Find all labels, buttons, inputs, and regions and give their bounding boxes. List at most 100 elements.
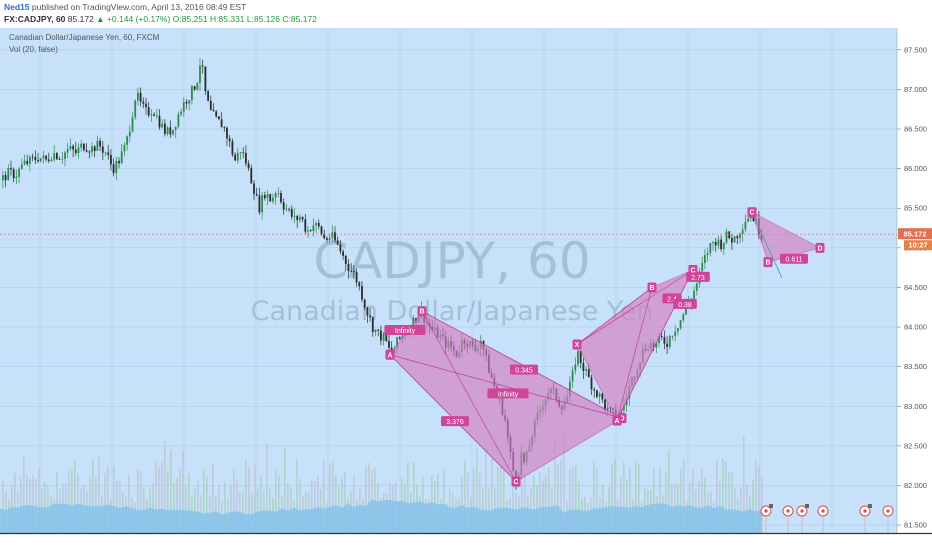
volume-bar [311,480,313,533]
volume-bar [698,481,700,533]
watermark-symbol: CADJPY, 60 [313,232,590,290]
volume-bar [116,480,118,533]
volume-bar [758,465,760,533]
candle-body [598,393,601,397]
candle-body [161,123,164,128]
volume-bar [98,455,100,533]
candle-body [731,237,733,243]
volume-bar [344,471,346,533]
candle-body [112,164,115,174]
candle-body [717,239,720,246]
candle-body [164,123,166,134]
volume-bar [467,473,469,533]
candle-body [347,263,350,272]
candle-body [382,333,385,341]
volume-bar [176,478,178,533]
volume-bar [230,485,232,533]
point-label: D [817,245,822,252]
candle-body [61,158,64,160]
change-value: +0.144 (+0.17%) [106,14,171,24]
candle-body [215,111,218,117]
candle-body [234,154,236,161]
volume-bar [443,469,445,533]
volume-bar [593,462,595,533]
volume-bar [722,458,724,533]
candle-body [255,194,258,196]
candle-body [261,195,263,213]
ratio-label: 3.376 [446,419,464,426]
watermark-name: Canadian Dollar/Japanese Yen [251,296,654,327]
candle-body [207,91,209,101]
volume-bar [56,472,58,533]
ratio-label: 2.73 [691,275,705,282]
high-value: H:85.331 [210,14,245,24]
volume-bar [236,478,238,533]
candle-body [720,239,722,250]
volume-bar [173,483,175,533]
price-chart[interactable]: CADJPY, 60 Canadian Dollar/Japanese Yen … [0,28,932,550]
candle-body [728,231,731,238]
candle-body [191,86,193,101]
point-label-bg [385,349,395,360]
candle-body [579,350,582,363]
candle-body [15,176,18,179]
candle-body [585,369,587,371]
candle-body [236,153,239,161]
harmonic-patterns[interactable]: Infinity 3.376 0.345 Infinity A B C D 2.40.38 2.7… [384,207,825,487]
candle-body [722,242,725,250]
candle-body [29,156,31,164]
price-tick-label: 85.500 [904,204,927,213]
current-price-label: 85.172 [904,230,927,239]
point-label-bg [688,265,698,276]
candle-body [166,127,169,134]
volume-bar [275,469,277,533]
last-price: 85.172 [67,14,94,24]
candle-body [34,156,37,161]
point-label: X [575,342,580,349]
volume-bar [545,474,547,533]
candle-body [188,100,191,104]
price-tick-label: 84.500 [904,283,927,292]
volume-bar [203,469,205,533]
candle-body [88,151,91,153]
candle-body [247,163,250,169]
point-label: A [387,352,392,359]
volume-bar [185,486,187,533]
ratio-label: 0.611 [786,257,803,264]
volume-bar [635,461,637,533]
volume-bar [167,471,169,533]
candle-body [366,307,369,316]
candle-body [31,156,34,158]
candle-body [212,109,215,112]
candle-body [396,337,398,349]
candle-body [677,328,679,332]
candle-body [293,216,296,217]
event-markers[interactable] [760,504,894,533]
candle-body [134,100,137,118]
candle-body [83,143,85,151]
candle-body [47,159,50,161]
publisher-line: Ned15 published on TradingView.com, Apri… [4,2,246,12]
volume-bar [521,481,523,533]
time-axis[interactable] [0,533,932,550]
candle-body [253,183,255,195]
volume-bar [212,462,214,533]
point-label: A [614,418,619,425]
volume-bar [194,488,196,533]
price-axis[interactable] [897,28,932,533]
ratio-label: 2.4 [667,296,677,303]
candle-body [223,127,226,129]
publisher-name[interactable]: Ned15 [4,2,30,12]
volume-bar [557,463,559,533]
candle-body [272,197,274,202]
candle-body [380,330,382,341]
volume-bar [314,481,316,533]
candle-body [131,117,134,132]
candle-body [374,329,377,333]
volume-bar [269,487,271,533]
volume-bar [284,448,286,533]
candle-body [353,271,355,273]
open-value: O:85.251 [172,14,208,24]
volume-bar [35,478,37,533]
volume-bar [611,463,613,533]
